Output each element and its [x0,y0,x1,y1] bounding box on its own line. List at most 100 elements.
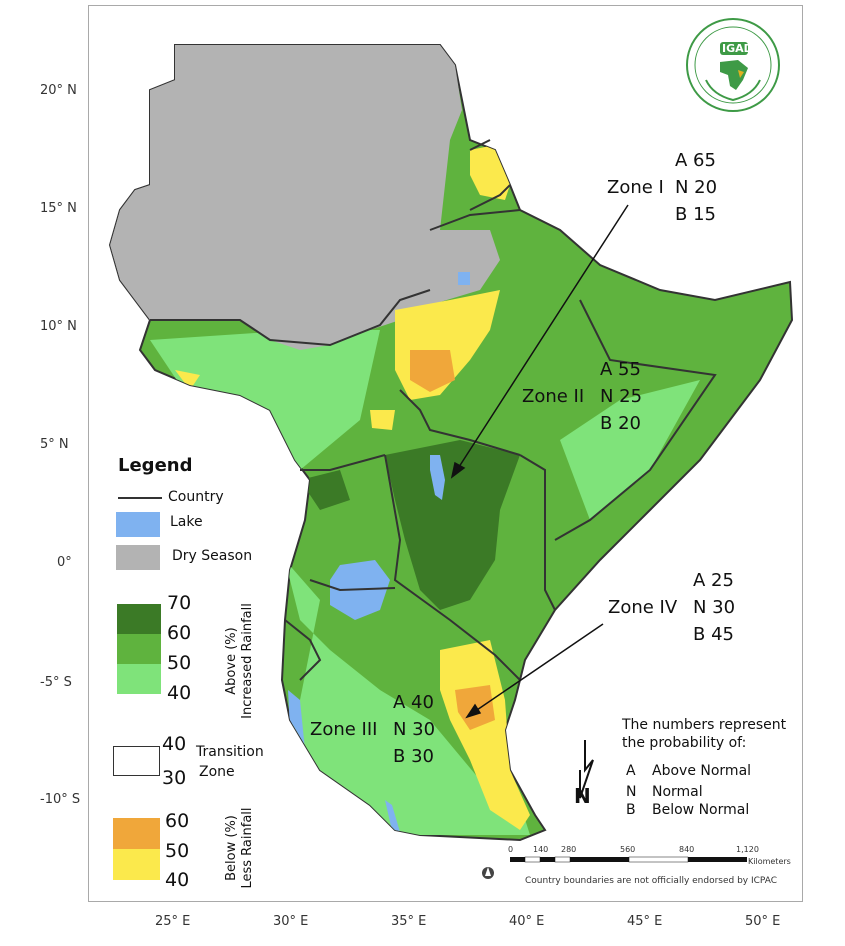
igad-logo-graphic [694,26,772,104]
lat-label: 0° [57,555,72,570]
legend-below-caption-line2: Less Rainfall [240,807,255,889]
legend-below-caption-line1: Below (%) [224,815,239,881]
lon-label: 35° E [391,914,427,929]
legend-above-50-60-swatch [117,634,161,664]
prob-text: Above Normal [652,763,752,779]
border-drc-rwanda [284,619,322,681]
zone4-arrow-line [473,623,604,713]
zone4-b: B 45 [693,624,734,645]
prob-text: Below Normal [652,802,750,818]
border-uganda-tanzania [309,579,396,592]
probability-note-line1: The numbers represent [622,717,787,733]
region-below-40-50 [175,145,530,830]
scalebar-tick: 560 [620,845,636,854]
disclaimer: Country boundaries are not officially en… [525,876,778,886]
zone3-n: N 30 [393,719,436,740]
lat-label: -10° S [40,792,81,807]
lake-turkana [430,455,445,500]
legend-dry-label: Dry Season [172,548,253,564]
north-arrow-shape [579,740,594,799]
lake-tana [458,272,470,285]
zone1-b: B 15 [675,204,716,225]
legend-transition-swatch [113,746,160,776]
lon-label: 40° E [509,914,545,929]
lat-label: 15° N [40,201,77,216]
legend-above-caption-line1: Above (%) [224,627,239,695]
scalebar-tick: 0 [508,845,514,854]
probability-note: The numbers represent the probability of… [622,716,786,752]
zone1-n: N 20 [675,177,718,198]
legend-lake-label: Lake [170,514,203,530]
zone2-name: Zone II [522,386,585,407]
zone4-n: N 30 [693,597,736,618]
legend-above-value: 50 [167,652,192,674]
border-sudan-south-sudan [150,289,431,347]
zone3-name: Zone III [310,719,378,740]
lat-label: 10° N [40,319,77,334]
legend-above-value: 60 [167,622,192,644]
lake-malawi [385,800,400,835]
scale-bar-segment [510,857,525,862]
zone2-a: A 55 [600,359,641,380]
border-eritrea [469,139,511,211]
legend-below-value: 40 [165,869,190,891]
legend-transition-label2: Zone [199,764,235,780]
compass-needle [485,867,491,876]
legend-above-value: 70 [167,592,192,614]
zone-arrows [450,204,629,719]
country-borders [150,139,717,681]
scale-bar-segment [524,856,541,863]
legend-below-40-50-swatch [113,849,160,880]
legend-lake-swatch [116,512,160,537]
scale-bar-segment [540,857,555,862]
legend-country-label: Country [168,489,224,505]
zone2-b: B 20 [600,413,641,434]
zone4-name: Zone IV [608,597,678,618]
north-arrow-label: N [574,784,591,808]
lat-label: 20° N [40,83,77,98]
legend-above-value: 40 [167,682,192,704]
zone4-arrow-head [465,703,482,719]
legend-transition-value: 30 [162,767,187,789]
zone4-a: A 25 [693,570,734,591]
igad-logo: IGAD [686,18,780,112]
prob-letter: N [626,784,637,800]
compass-icon [482,867,494,879]
border-south-sudan-south [300,454,386,471]
legend-below-value: 50 [165,840,190,862]
prob-letter: B [626,802,636,818]
legend-above-caption-line2: Increased Rainfall [240,603,255,719]
legend-above-40-50-swatch [117,664,161,694]
scalebar-tick: 840 [679,845,695,854]
scalebar-tick: 1,120 [736,845,759,854]
scale-bar-segment [570,857,629,862]
lon-label: 45° E [627,914,663,929]
igad-logo-text: IGAD [722,42,753,55]
border-ethiopia-west [399,209,521,456]
probability-note-line2: the probability of: [622,735,747,751]
region-below-50-60 [410,350,495,730]
legend-below-50-60-swatch [113,818,160,849]
north-arrow [579,740,594,799]
zone3-a: A 40 [393,692,434,713]
lat-label: -5° S [40,675,72,690]
legend-below-value: 60 [165,810,190,832]
border-somalia [554,299,717,541]
scalebar-unit: Kilometers [748,857,791,866]
border-kenya [384,454,556,681]
scale-bar [510,856,747,863]
legend-country-line [118,497,162,499]
scale-bar-segment [688,857,747,862]
zone1-name: Zone I [607,177,664,198]
region-above-60-70 [300,440,520,610]
scalebar-tick: 140 [533,845,549,854]
legend-above-60-70-swatch [117,604,161,634]
scalebar-tick: 280 [561,845,577,854]
lat-label: 5° N [40,437,69,452]
zone1-arrow-head [450,461,466,479]
lon-label: 25° E [155,914,191,929]
legend-below-caption: Below (%) Less Rainfall [224,793,256,903]
legend-above-caption: Above (%) Increased Rainfall [224,591,256,731]
legend-dry-swatch [116,545,160,570]
